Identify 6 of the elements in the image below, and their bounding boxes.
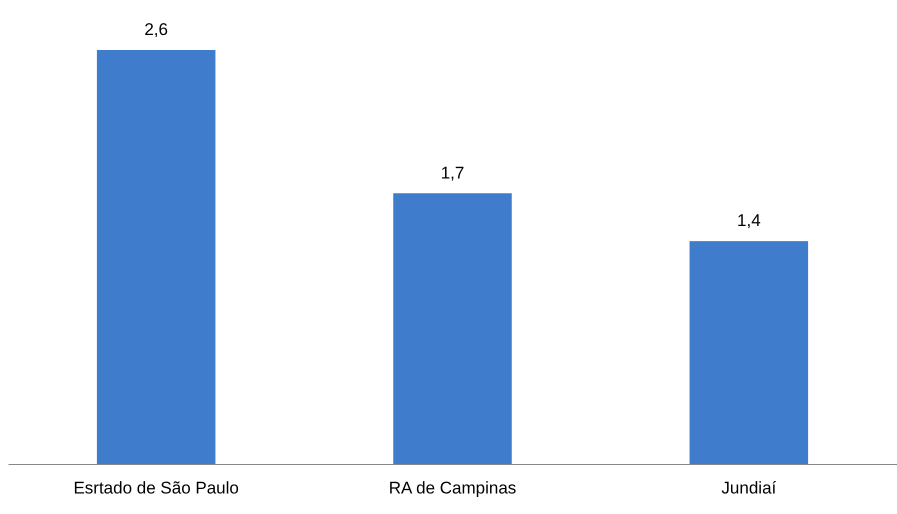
data-label: 1,4 bbox=[737, 211, 761, 230]
data-label: 2,6 bbox=[144, 20, 168, 39]
x-tick-label: Esrtado de São Paulo bbox=[73, 478, 239, 498]
data-label: 1,7 bbox=[440, 163, 464, 182]
x-tick-label: RA de Campinas bbox=[388, 478, 516, 498]
x-tick-label: Jundiaí bbox=[721, 478, 777, 498]
